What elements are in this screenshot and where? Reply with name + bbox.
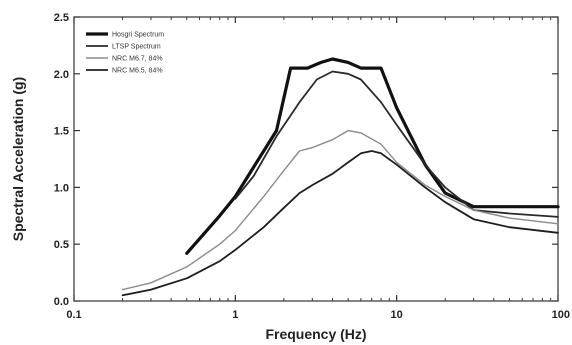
x-tick-label: 0.1 [66,309,81,321]
x-tick-label: 1 [232,309,238,321]
series-line-4 [121,150,559,297]
legend-entry: NRC M6.5, 84% [112,68,163,75]
legend-entry: LTSP Spectrum [112,44,161,51]
x-tick-label: 100 [552,309,570,321]
x-tick-label: 10 [391,309,403,321]
axis-ticks: 0.1 1 10 100 0.0 0.5 1.0 1.5 2.0 2.5 [54,12,570,321]
series-lines [121,57,560,297]
series-line-2 [234,70,559,218]
y-axis-title: Spectral Acceleration (g) [10,77,26,241]
y-tick-label: 1.5 [54,126,69,138]
series-line-1 [185,57,560,255]
legend: Hosgri Spectrum LTSP Spectrum NRC M6.7, 84… [86,32,164,75]
series-line-3 [121,129,559,291]
y-tick-label: 0.0 [54,296,69,308]
legend-entry: NRC M6.7, 84% [112,56,163,63]
x-axis-title: Frequency (Hz) [265,326,366,342]
y-tick-label: 2.5 [54,12,69,24]
legend-entry: Hosgri Spectrum [112,32,164,39]
y-tick-label: 2.0 [54,69,69,81]
y-tick-label: 1.0 [54,182,69,194]
y-tick-label: 0.5 [54,239,69,251]
